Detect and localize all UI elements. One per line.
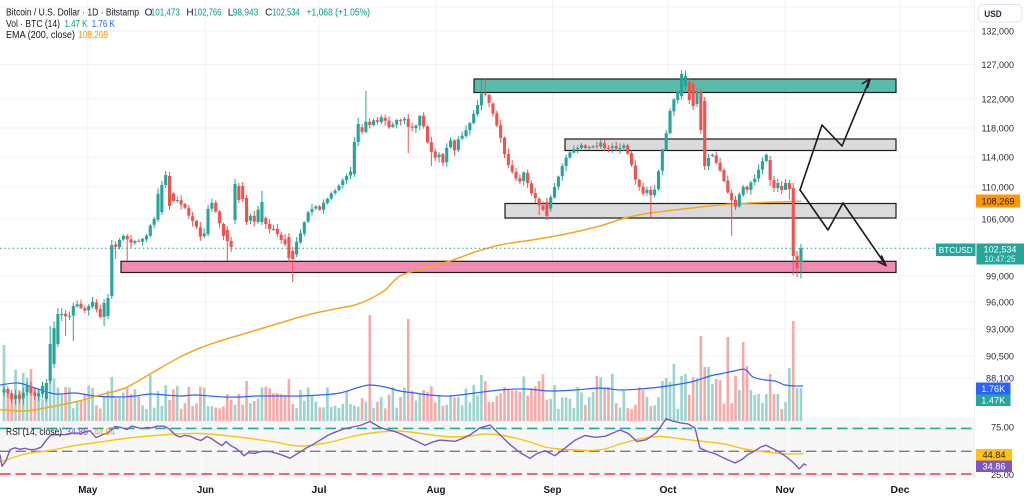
svg-text:118,000: 118,000 xyxy=(982,123,1015,134)
svg-text:106,000: 106,000 xyxy=(982,214,1015,225)
svg-text:USD: USD xyxy=(984,9,1002,20)
svg-text:EMA (200, close): EMA (200, close) xyxy=(6,30,75,41)
svg-text:C: C xyxy=(265,8,272,19)
svg-text:90,500: 90,500 xyxy=(986,351,1014,362)
svg-text:O: O xyxy=(145,8,153,19)
svg-text:44.84: 44.84 xyxy=(94,427,115,438)
svg-text:1.76 K: 1.76 K xyxy=(92,19,115,30)
svg-text:96,000: 96,000 xyxy=(986,297,1014,308)
svg-text:May: May xyxy=(78,485,97,496)
svg-text:110,000: 110,000 xyxy=(982,182,1015,193)
svg-text:102,766: 102,766 xyxy=(194,8,222,19)
svg-text:Vol · BTC (14): Vol · BTC (14) xyxy=(6,19,60,30)
svg-text:44.84: 44.84 xyxy=(983,450,1006,461)
svg-text:108,269: 108,269 xyxy=(982,196,1015,207)
svg-text:Bitcoin / U.S. Dollar · 1D · B: Bitcoin / U.S. Dollar · 1D · Bitstamp xyxy=(6,8,139,19)
svg-text:Aug: Aug xyxy=(427,485,446,496)
svg-text:Jul: Jul xyxy=(312,485,327,496)
svg-text:101,473: 101,473 xyxy=(151,8,180,19)
svg-text:1.47 K: 1.47 K xyxy=(65,19,88,30)
svg-text:L: L xyxy=(228,8,234,19)
svg-text:+1,068 (+1.05%): +1,068 (+1.05%) xyxy=(307,8,371,19)
svg-text:34.86: 34.86 xyxy=(983,462,1006,473)
svg-text:25.00: 25.00 xyxy=(991,470,1014,481)
svg-text:102,534: 102,534 xyxy=(984,244,1017,255)
svg-text:34.86: 34.86 xyxy=(66,427,88,438)
svg-text:Oct: Oct xyxy=(660,485,678,496)
svg-text:127,000: 127,000 xyxy=(982,60,1015,71)
svg-text:1.76K: 1.76K xyxy=(981,384,1006,395)
svg-text:1.47K: 1.47K xyxy=(981,396,1006,407)
svg-text:Nov: Nov xyxy=(776,485,795,496)
svg-text:RSI (14, close): RSI (14, close) xyxy=(6,427,62,438)
svg-text:BTCUSD: BTCUSD xyxy=(939,245,973,255)
svg-text:75.00: 75.00 xyxy=(991,422,1014,433)
svg-text:10:47:25: 10:47:25 xyxy=(985,254,1016,264)
svg-text:108,269: 108,269 xyxy=(78,30,108,41)
svg-text:H: H xyxy=(186,8,193,19)
svg-text:88,100: 88,100 xyxy=(986,373,1014,384)
svg-text:93,000: 93,000 xyxy=(986,324,1014,335)
svg-text:Jun: Jun xyxy=(197,485,214,496)
svg-text:102,534: 102,534 xyxy=(272,8,300,19)
svg-text:Dec: Dec xyxy=(891,485,910,496)
svg-text:132,000: 132,000 xyxy=(982,26,1015,37)
svg-text:99,000: 99,000 xyxy=(986,271,1014,282)
svg-text:122,000: 122,000 xyxy=(982,94,1015,105)
svg-text:Sep: Sep xyxy=(544,485,562,496)
svg-text:98,943: 98,943 xyxy=(233,8,259,19)
svg-text:114,000: 114,000 xyxy=(982,152,1015,163)
